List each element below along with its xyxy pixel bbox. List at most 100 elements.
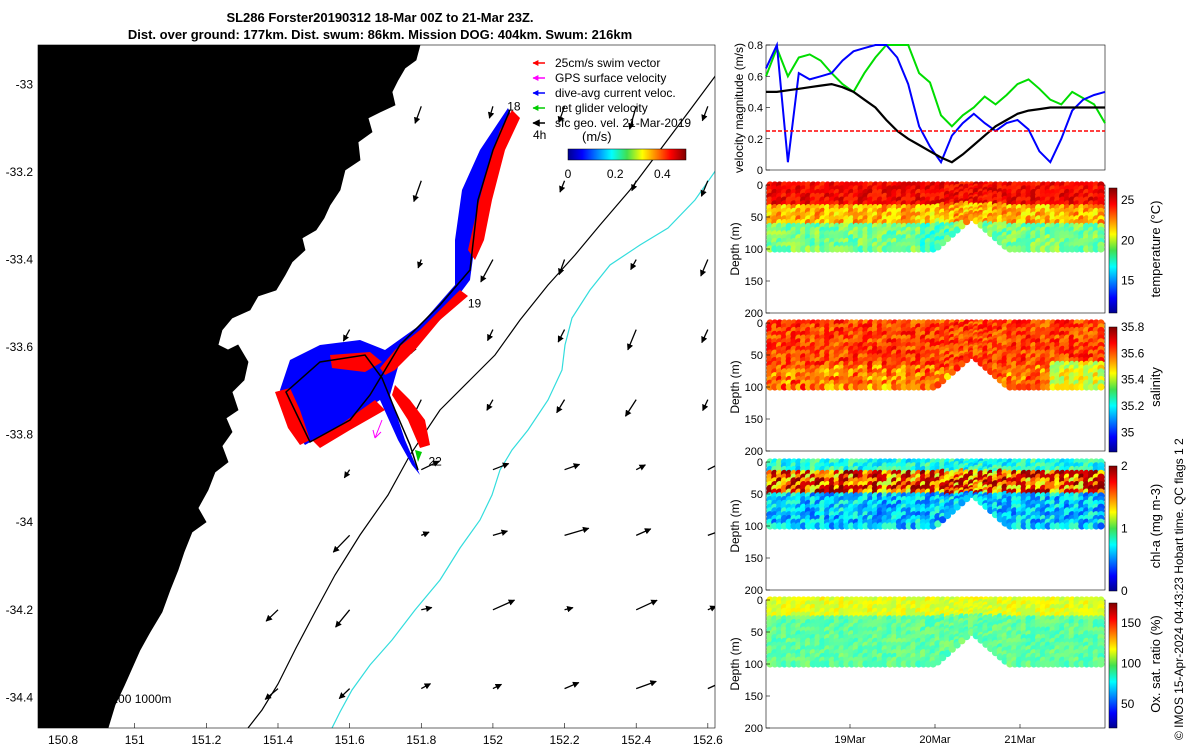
section-colorbar <box>1108 326 1118 453</box>
velocity-panel: 0 0.2 0.4 0.6 0.8 velocity magnitude (m/s) <box>732 40 1106 177</box>
colorbar-tick-label: 2 <box>1121 459 1128 473</box>
geo-vector <box>492 529 509 536</box>
geo-vector <box>635 528 652 536</box>
velocity-series <box>765 41 1106 165</box>
lon-tick-label: 152.2 <box>550 733 580 747</box>
lon-tick-label: 151.6 <box>335 733 365 747</box>
geo-vector <box>420 460 440 471</box>
depth-tick-label: 100 <box>745 521 763 533</box>
dive-avg-current-swath <box>280 108 512 475</box>
geo-vector <box>557 329 566 343</box>
geo-vector <box>564 526 590 536</box>
legend-entry: dive-avg current veloc. <box>555 86 676 100</box>
velocity-tick-label: 0 <box>757 165 763 177</box>
lon-tick-label: 150.8 <box>48 733 78 747</box>
depth-tick-label: 50 <box>751 489 763 501</box>
profile-sample <box>948 230 956 238</box>
geo-vector <box>332 534 351 553</box>
geo-vector <box>707 684 715 690</box>
velocity-ticks: 0 0.2 0.4 0.6 0.8 <box>748 40 770 177</box>
geo-vector <box>556 399 566 414</box>
geo-vector <box>421 531 430 538</box>
geo-vector <box>264 688 279 700</box>
geo-vector <box>342 329 351 342</box>
section-colorbar <box>1108 465 1118 592</box>
profile-sample <box>963 356 971 364</box>
map-frame <box>37 44 716 729</box>
geo-vector <box>414 106 422 124</box>
geo-vector <box>265 609 279 622</box>
colorbar-tick-label: 0.2 <box>607 167 624 181</box>
geo-vector <box>635 680 657 690</box>
colorbar-tick-label: 25 <box>1121 193 1135 207</box>
colorbar-tick-label: 0.4 <box>654 167 671 181</box>
profile-sample <box>963 218 971 226</box>
velocity-tick-label: 0.6 <box>748 71 763 83</box>
depth-tick-label: 150 <box>745 553 763 565</box>
geo-vector <box>487 106 495 119</box>
geo-vector <box>707 465 715 471</box>
colorbar-label: (m/s) <box>582 129 612 144</box>
geo-vector <box>480 259 494 283</box>
legend-entry: net glider velocity <box>555 101 648 115</box>
colorbar-tick-label: 35 <box>1121 425 1135 439</box>
section-colorbar <box>1108 187 1118 314</box>
lon-tick-label: 151.4 <box>263 733 293 747</box>
velocity-tick-label: 0.8 <box>748 40 763 52</box>
geo-vector <box>564 681 580 690</box>
geo-vector <box>700 259 709 277</box>
geo-vector <box>486 399 494 411</box>
lon-tick-label: 152.6 <box>693 733 723 747</box>
isobath-label: isobaths: 0 200 1000m <box>50 692 171 706</box>
depth-tick-label: 150 <box>745 276 763 288</box>
depth-tick-label: 50 <box>751 350 763 362</box>
lat-tick-label: -34.2 <box>6 603 34 617</box>
lon-tick-label: 151 <box>125 733 145 747</box>
geo-vector <box>630 259 637 271</box>
profile-sample <box>1097 522 1105 530</box>
lat-tick-label: -34.4 <box>6 690 34 704</box>
colorbar-label: chl-a (mg m-3) <box>1148 484 1163 569</box>
geo-vector <box>628 106 637 130</box>
velocity-series-line <box>766 82 1105 164</box>
geo-vector <box>635 464 646 471</box>
geo-vector <box>707 605 715 612</box>
velocity-tick-label: 0.4 <box>748 103 763 115</box>
profile-sample <box>958 360 966 368</box>
geo-vector <box>338 688 351 700</box>
colorbar-tick-label: 15 <box>1121 274 1135 288</box>
velocity-tick-label: 0.2 <box>748 134 763 146</box>
depth-tick-label: 150 <box>745 414 763 426</box>
geo-vector <box>492 462 510 471</box>
depth-tick-label: 100 <box>745 244 763 256</box>
geo-vector <box>557 106 566 124</box>
lon-tick-label: 151.2 <box>191 733 221 747</box>
geo-vector <box>558 259 566 276</box>
depth-tick-label: 0 <box>757 318 763 330</box>
profile-sample <box>943 234 952 243</box>
geo-vector <box>492 599 516 611</box>
map-colorbar-ticks: 0 0.2 0.4 <box>565 167 671 181</box>
geo-vector <box>417 259 424 269</box>
legend-entry: GPS surface velocity <box>555 71 666 85</box>
map-longitude-ticks: 150.8 151 151.2 151.4 151.6 151.8 152 152.2 152.… <box>48 723 723 747</box>
geo-vector <box>701 329 709 344</box>
plot-title: SL286 Forster20190312 18-Mar 00Z to 21-M… <box>226 10 534 25</box>
geo-vector <box>343 469 351 479</box>
lon-tick-label: 152 <box>483 733 503 747</box>
map-latitude-ticks: -33-33.2-33.4-33.6-33.8-34-34.2-34.4 <box>6 77 43 704</box>
profile-sample <box>939 239 947 247</box>
geo-vector <box>420 683 432 690</box>
gps-velocity-arrow <box>372 419 383 439</box>
legend-entry: 25cm/s swim vector <box>555 56 660 70</box>
depth-tick-label: 0 <box>757 180 763 192</box>
velocity-ylabel: velocity magnitude (m/s) <box>732 43 746 173</box>
geo-vector <box>564 463 581 471</box>
